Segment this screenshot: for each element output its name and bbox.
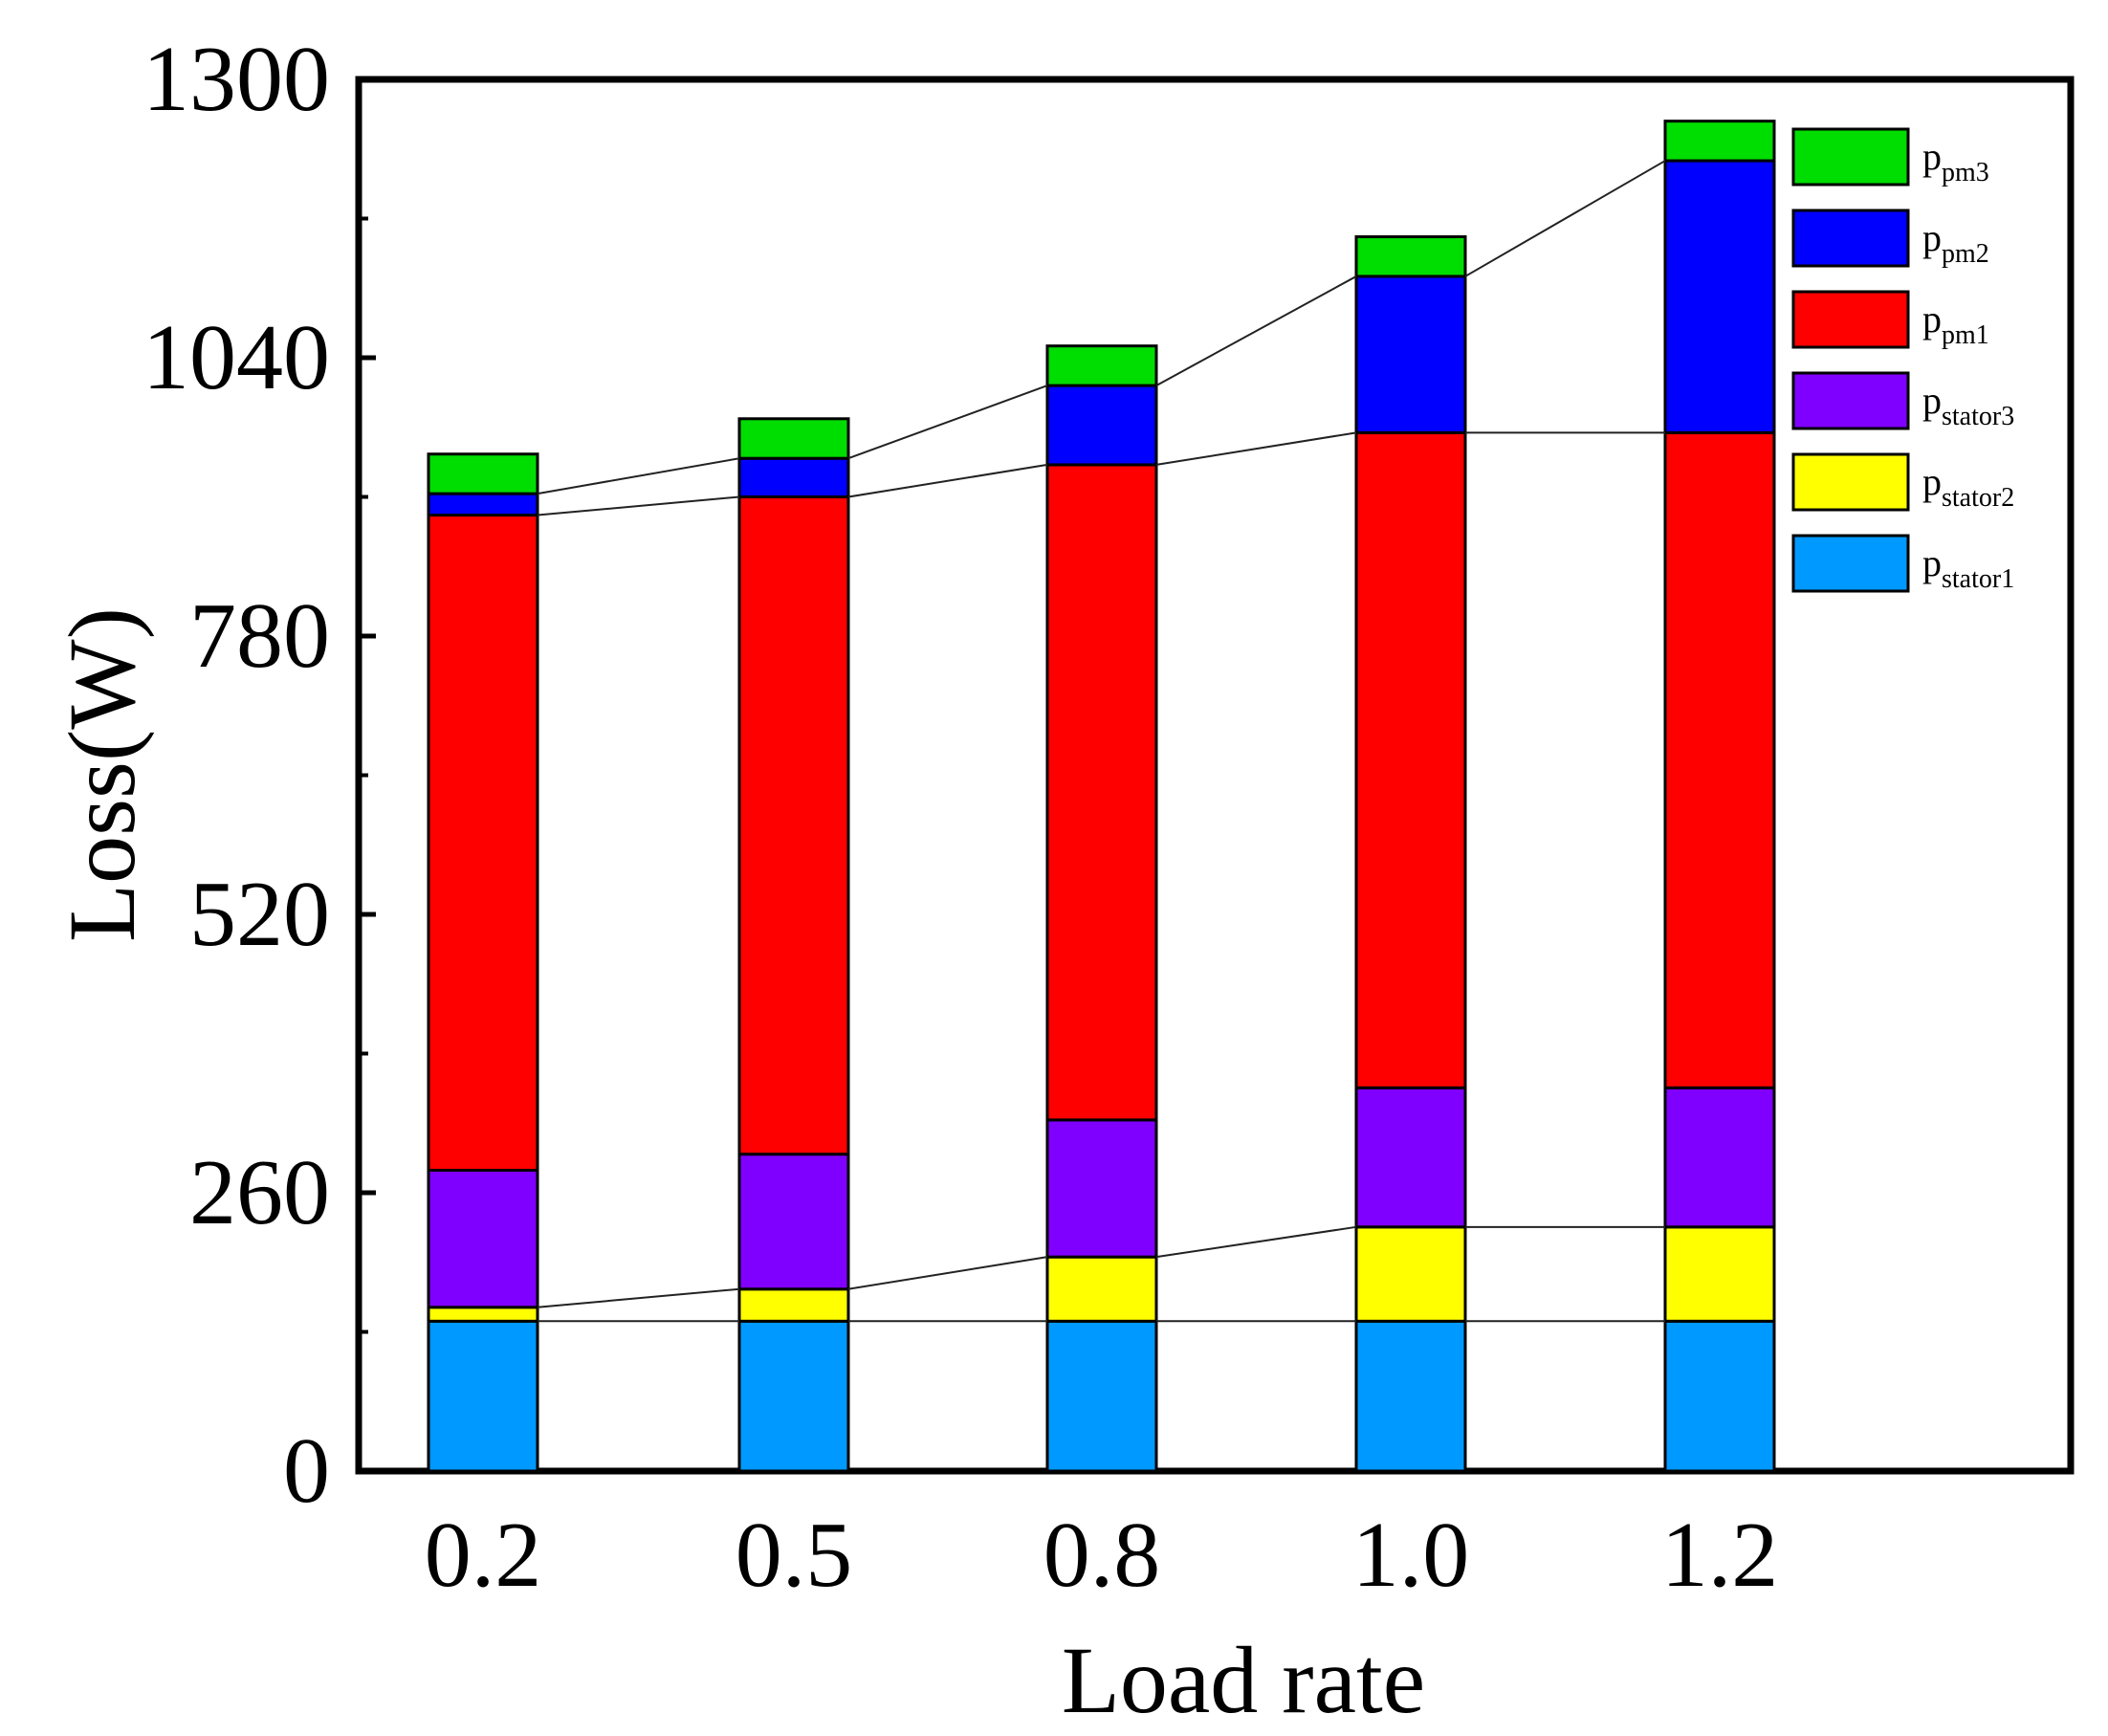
legend-label-pm3: ppm3 xyxy=(1922,135,1989,187)
bar-pm1-0.5 xyxy=(737,495,850,1156)
legend: ppm3 ppm2 ppm1 pstator3 pstator2 pstator1 xyxy=(1791,127,2014,594)
y-axis: 0 260 520 780 1040 1300 xyxy=(143,28,376,1523)
bar-pm2-0.8 xyxy=(1045,384,1158,467)
bar-stator3-0.5 xyxy=(737,1153,850,1291)
legend-swatch-stator2 xyxy=(1791,452,1910,512)
bar-pm2-1.2 xyxy=(1663,159,1776,434)
bar-stator1-0.2 xyxy=(427,1319,539,1473)
bar-stator3-1.2 xyxy=(1663,1086,1776,1229)
bar-pm3-1.2 xyxy=(1663,120,1776,163)
bar-pm2-1.0 xyxy=(1354,275,1467,434)
bar-stator1-0.5 xyxy=(737,1319,850,1473)
connectors-layer xyxy=(537,160,1666,1323)
legend-swatch-stator3 xyxy=(1791,371,1910,430)
x-tick-label: 0.8 xyxy=(1043,1504,1161,1607)
bar-pm1-0.2 xyxy=(427,514,539,1172)
y-tick-label: 260 xyxy=(189,1141,330,1244)
bar-pm3-0.2 xyxy=(427,452,539,495)
legend-swatch-pm2 xyxy=(1791,209,1910,268)
bar-stator2-1.0 xyxy=(1354,1225,1467,1323)
connector-line-pm1-1 xyxy=(847,463,1048,498)
legend-label-stator2: pstator2 xyxy=(1922,460,2014,513)
y-tick-label: 1040 xyxy=(143,306,330,409)
bar-pm1-1.0 xyxy=(1354,430,1467,1089)
bar-stator2-0.5 xyxy=(737,1287,850,1323)
y-tick-label: 1300 xyxy=(143,28,330,131)
connector-line-pm2-3 xyxy=(1464,160,1666,277)
connector-line-pm2-0 xyxy=(537,457,740,495)
plot-frame xyxy=(355,76,2075,1475)
bar-pm1-0.8 xyxy=(1045,463,1158,1122)
legend-label-stator1: pstator1 xyxy=(1922,541,2014,594)
y-tick-label: 780 xyxy=(189,584,330,688)
y-axis-title: Loss(W) xyxy=(49,607,155,942)
x-tick-label: 1.2 xyxy=(1661,1504,1779,1607)
bars-layer xyxy=(427,120,1776,1473)
connector-line-pm1-2 xyxy=(1155,431,1357,466)
x-axis: 0.2 0.5 0.8 1.0 1.2 xyxy=(425,1504,1779,1607)
bar-pm2-0.2 xyxy=(427,492,539,517)
legend-swatch-pm1 xyxy=(1791,290,1910,349)
x-axis-title: Load rate xyxy=(1062,1627,1425,1733)
legend-swatch-pm3 xyxy=(1791,127,1910,187)
bar-stator2-0.8 xyxy=(1045,1255,1158,1323)
bar-pm3-0.5 xyxy=(737,417,850,460)
x-tick-label: 1.0 xyxy=(1352,1504,1470,1607)
connector-line-stator2-2 xyxy=(1155,1225,1357,1259)
bar-pm3-1.0 xyxy=(1354,235,1467,278)
bar-stator3-0.8 xyxy=(1045,1118,1158,1259)
legend-label-pm1: ppm1 xyxy=(1922,297,1989,350)
bar-stator2-1.2 xyxy=(1663,1225,1776,1323)
bar-stator2-0.2 xyxy=(427,1306,539,1323)
x-tick-label: 0.2 xyxy=(425,1504,542,1607)
connector-line-pm1-0 xyxy=(537,495,740,516)
legend-swatch-stator1 xyxy=(1791,534,1910,593)
bar-pm2-0.5 xyxy=(737,456,850,499)
legend-label-pm2: ppm2 xyxy=(1922,216,1989,269)
connector-line-pm2-2 xyxy=(1155,275,1357,386)
bar-pm3-0.8 xyxy=(1045,344,1158,387)
bar-stator1-1.0 xyxy=(1354,1319,1467,1473)
bar-stator1-0.8 xyxy=(1045,1319,1158,1473)
bar-pm1-1.2 xyxy=(1663,430,1776,1089)
y-tick-label: 520 xyxy=(189,863,330,966)
connector-line-stator2-0 xyxy=(537,1287,740,1308)
bar-stator3-1.0 xyxy=(1354,1086,1467,1229)
y-tick-label: 0 xyxy=(283,1419,330,1523)
x-tick-label: 0.5 xyxy=(736,1504,853,1607)
bar-stator3-0.2 xyxy=(427,1168,539,1309)
connector-line-pm2-1 xyxy=(847,385,1048,460)
legend-label-stator3: pstator3 xyxy=(1922,379,2014,431)
connector-line-stator2-1 xyxy=(847,1256,1048,1290)
bar-stator1-1.2 xyxy=(1663,1319,1776,1473)
